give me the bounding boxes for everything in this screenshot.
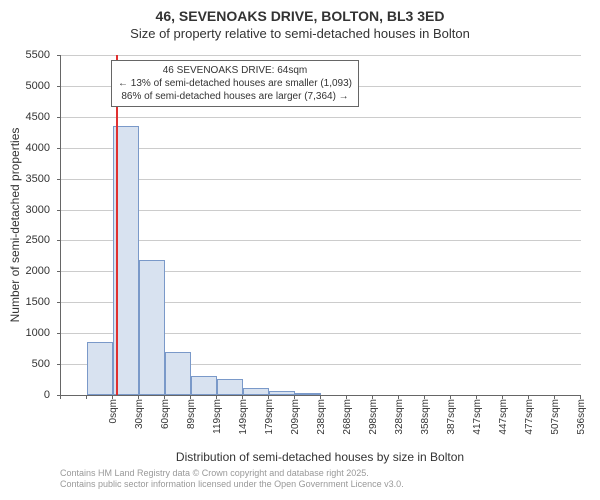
xtick-label: 268sqm (342, 399, 353, 449)
xtick-mark (164, 395, 165, 399)
ytick-label: 5000 (0, 80, 50, 92)
xtick-label: 179sqm (264, 399, 275, 449)
xtick-label: 30sqm (134, 399, 145, 449)
xtick-mark (60, 395, 61, 399)
ytick-label: 0 (0, 389, 50, 401)
histogram-bar (217, 379, 243, 395)
chart-title: 46, SEVENOAKS DRIVE, BOLTON, BL3 3ED Siz… (0, 0, 600, 41)
xtick-mark (450, 395, 451, 399)
xtick-label: 60sqm (160, 399, 171, 449)
annotation-line1: 46 SEVENOAKS DRIVE: 64sqm (118, 64, 352, 77)
ytick-label: 3000 (0, 204, 50, 216)
histogram-bar (191, 376, 217, 395)
ytick-label: 2500 (0, 234, 50, 246)
xtick-label: 507sqm (550, 399, 561, 449)
xtick-mark (502, 395, 503, 399)
ytick-mark (57, 240, 61, 241)
gridline (61, 55, 581, 56)
ytick-mark (57, 179, 61, 180)
gridline (61, 117, 581, 118)
xtick-label: 358sqm (420, 399, 431, 449)
xtick-mark (320, 395, 321, 399)
ytick-label: 1500 (0, 296, 50, 308)
ytick-mark (57, 210, 61, 211)
y-axis-label: Number of semi-detached properties (8, 128, 22, 323)
ytick-label: 1000 (0, 327, 50, 339)
histogram-bar (165, 352, 191, 395)
xtick-mark (554, 395, 555, 399)
ytick-mark (57, 302, 61, 303)
xtick-label: 328sqm (394, 399, 405, 449)
x-axis-label: Distribution of semi-detached houses by … (60, 450, 580, 464)
attribution: Contains HM Land Registry data © Crown c… (60, 468, 404, 490)
ytick-label: 5500 (0, 49, 50, 61)
ytick-label: 2000 (0, 265, 50, 277)
xtick-mark (294, 395, 295, 399)
ytick-mark (57, 271, 61, 272)
xtick-label: 417sqm (472, 399, 483, 449)
xtick-mark (398, 395, 399, 399)
xtick-label: 536sqm (576, 399, 587, 449)
xtick-mark (372, 395, 373, 399)
attribution-line1: Contains HM Land Registry data © Crown c… (60, 468, 404, 479)
attribution-line2: Contains public sector information licen… (60, 479, 404, 490)
xtick-mark (528, 395, 529, 399)
ytick-label: 3500 (0, 173, 50, 185)
x-tick-labels: 0sqm 30sqm 60sqm 89sqm 119sqm 149sqm 179sqm 209… (60, 395, 580, 450)
gridline (61, 148, 581, 149)
xtick-label: 119sqm (212, 399, 223, 449)
annotation-line2: ← 13% of semi-detached houses are smalle… (118, 77, 352, 90)
xtick-mark (216, 395, 217, 399)
histogram-bar (139, 260, 165, 395)
xtick-mark (112, 395, 113, 399)
xtick-label: 477sqm (524, 399, 535, 449)
title-line2: Size of property relative to semi-detach… (0, 26, 600, 41)
xtick-mark (242, 395, 243, 399)
ytick-mark (57, 364, 61, 365)
xtick-label: 209sqm (290, 399, 301, 449)
annotation-line3: 86% of semi-detached houses are larger (… (118, 90, 352, 103)
xtick-mark (476, 395, 477, 399)
xtick-mark (138, 395, 139, 399)
annotation-box: 46 SEVENOAKS DRIVE: 64sqm← 13% of semi-d… (111, 60, 359, 107)
xtick-label: 149sqm (238, 399, 249, 449)
ytick-mark (57, 148, 61, 149)
gridline (61, 179, 581, 180)
xtick-mark (580, 395, 581, 399)
chart-container: 46, SEVENOAKS DRIVE, BOLTON, BL3 3ED Siz… (0, 0, 600, 500)
xtick-mark (86, 395, 87, 399)
ytick-mark (57, 333, 61, 334)
ytick-mark (57, 55, 61, 56)
xtick-label: 447sqm (498, 399, 509, 449)
histogram-bar (243, 388, 269, 395)
title-line1: 46, SEVENOAKS DRIVE, BOLTON, BL3 3ED (0, 8, 600, 24)
xtick-label: 387sqm (446, 399, 457, 449)
ytick-mark (57, 117, 61, 118)
xtick-label: 0sqm (108, 399, 119, 449)
xtick-label: 298sqm (368, 399, 379, 449)
ytick-mark (57, 86, 61, 87)
xtick-label: 89sqm (186, 399, 197, 449)
ytick-label: 4500 (0, 111, 50, 123)
ytick-label: 500 (0, 358, 50, 370)
plot-area: 46 SEVENOAKS DRIVE: 64sqm← 13% of semi-d… (60, 55, 581, 396)
gridline (61, 210, 581, 211)
histogram-bar (87, 342, 113, 395)
xtick-mark (424, 395, 425, 399)
ytick-label: 4000 (0, 142, 50, 154)
xtick-label: 238sqm (316, 399, 327, 449)
xtick-mark (268, 395, 269, 399)
xtick-mark (190, 395, 191, 399)
xtick-mark (346, 395, 347, 399)
gridline (61, 240, 581, 241)
